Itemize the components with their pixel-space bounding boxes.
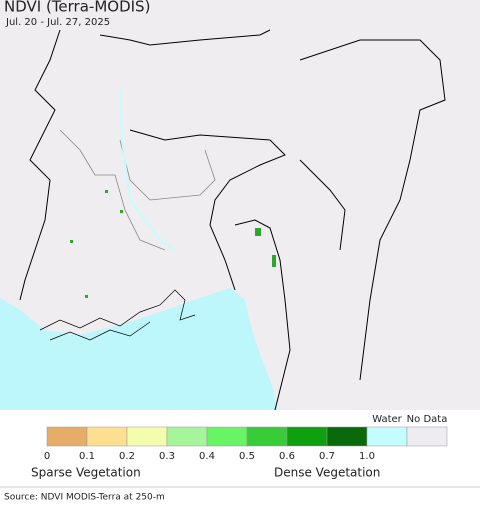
subtitle: Jul. 20 - Jul. 27, 2025	[5, 17, 110, 28]
sea	[0, 288, 278, 410]
legend-tick-label: 0.2	[119, 451, 135, 462]
delta-coast	[39, 289, 196, 341]
legend-water: Water	[372, 414, 402, 425]
legend-tick-label: 0.3	[159, 451, 175, 462]
legend-no-data: No Data	[407, 414, 448, 425]
vegetation-patches	[70, 190, 276, 298]
legend-swatch	[86, 426, 128, 447]
legend-dense: Dense Vegetation	[274, 466, 380, 480]
title: NDVI (Terra-MODIS)	[4, 0, 150, 16]
legend-swatch	[366, 426, 408, 447]
legend-tick-label: 0.6	[279, 451, 295, 462]
legend-tick-label: 0	[44, 451, 50, 462]
legend-swatch	[246, 426, 288, 447]
legend-tick-label: 0.4	[199, 451, 215, 462]
legend-swatch	[406, 426, 448, 447]
river	[119, 89, 176, 251]
district-borders	[59, 129, 216, 251]
legend-tick-label: 0.1	[79, 451, 95, 462]
legend: 0 0.1 0.2 0.3 0.4 0.5 0.6 0.7 1.0 Water No Data Spa…	[31, 414, 447, 480]
legend-tick-label: 0.5	[239, 451, 255, 462]
legend-swatch	[46, 426, 88, 447]
legend-swatch	[326, 426, 368, 447]
legend-swatch	[126, 426, 168, 447]
legend-tick-label: 1.0	[359, 451, 375, 462]
borders	[19, 29, 446, 411]
legend-swatch	[286, 426, 328, 447]
source: Source: NDVI MODIS-Terra at 250-m	[4, 493, 165, 503]
legend-sparse: Sparse Vegetation	[31, 466, 141, 480]
legend-tick-label: 0.7	[319, 451, 335, 462]
legend-swatch	[206, 426, 248, 447]
legend-swatch	[166, 426, 208, 447]
